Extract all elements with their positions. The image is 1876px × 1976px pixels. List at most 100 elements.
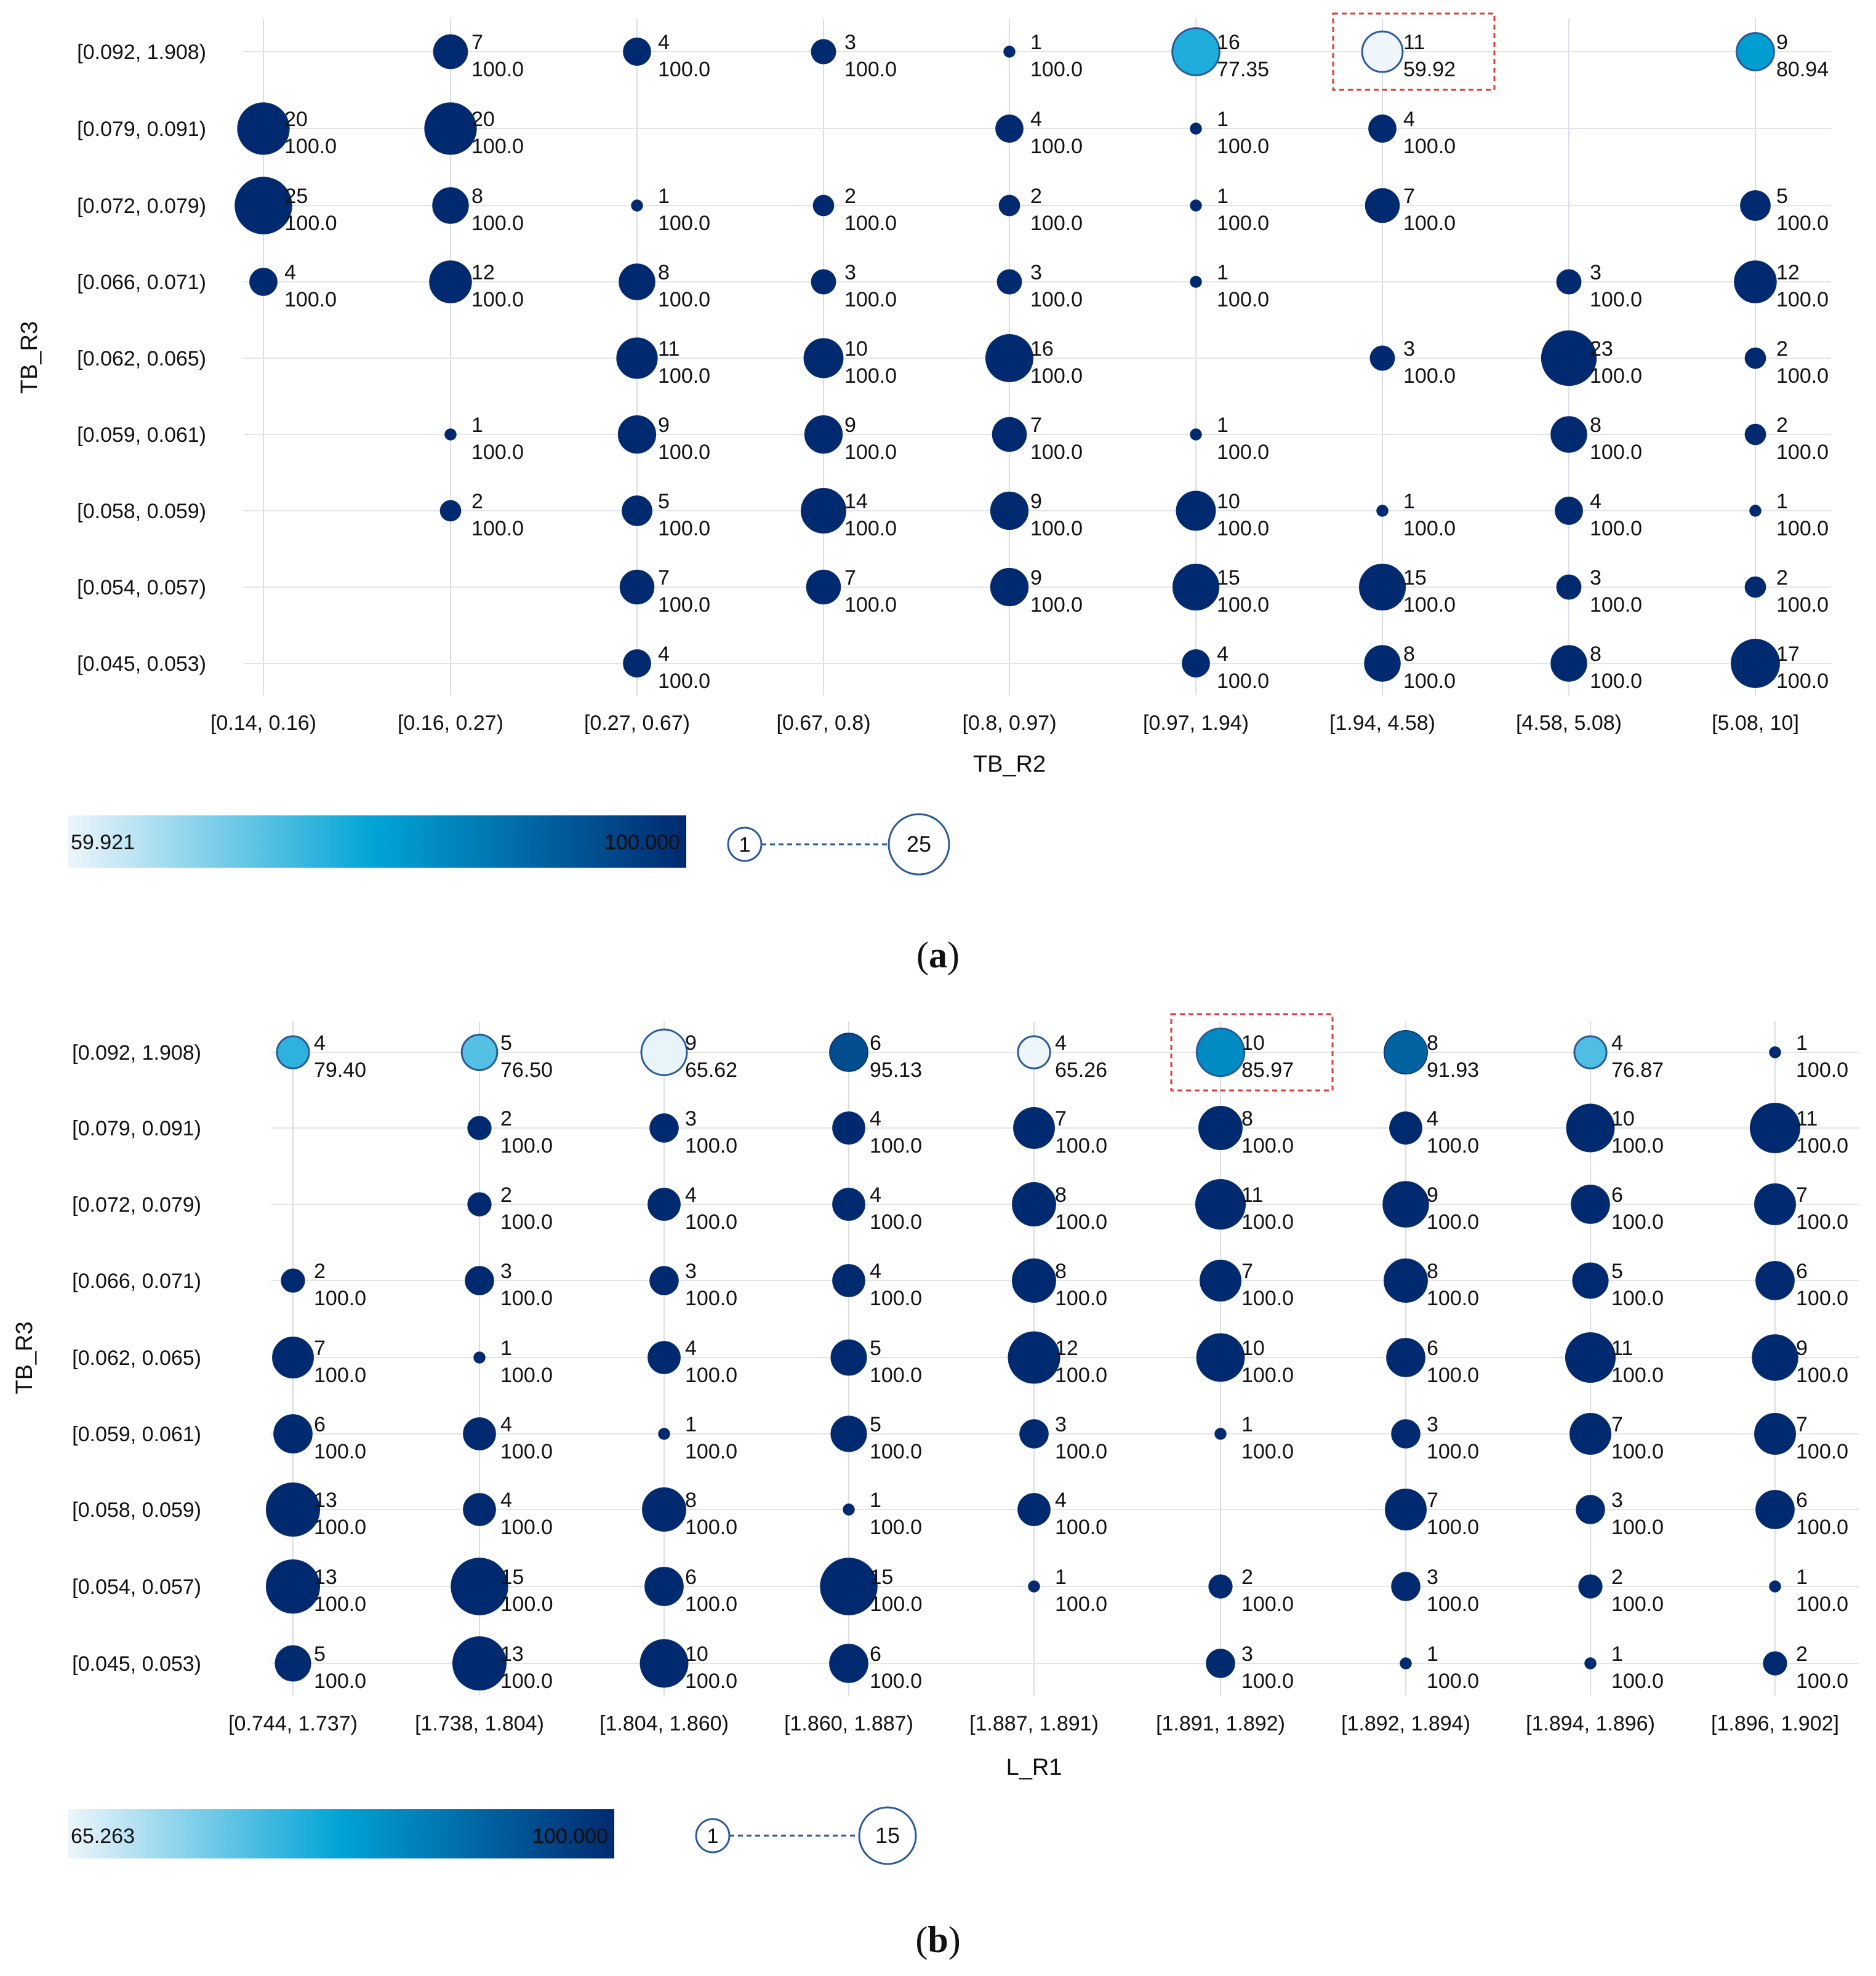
size-legend-max-label: 15 <box>875 1823 900 1848</box>
bubble-count-label: 2 <box>500 1183 512 1207</box>
bubble-value-label: 100.0 <box>1055 1210 1107 1234</box>
bubble-count-label: 1 <box>500 1337 512 1360</box>
bubble-count-label: 3 <box>685 1107 697 1130</box>
bubble-value-label: 100.0 <box>1796 1670 1848 1693</box>
bubble-value-label: 100.0 <box>1403 517 1456 540</box>
bubble-point <box>1190 276 1202 288</box>
bubble-count-label: 15 <box>870 1566 894 1589</box>
y-tick-label: [0.059, 0.061) <box>72 1423 201 1446</box>
bubble-count-label: 1 <box>1403 490 1415 513</box>
bubble-point <box>1008 1331 1060 1384</box>
bubble-point <box>1572 1262 1609 1299</box>
bubble-count-label: 2 <box>1611 1566 1623 1589</box>
bubble-point <box>1769 1046 1781 1058</box>
bubble-value-label: 100.0 <box>870 1593 923 1616</box>
y-tick-label: [0.072, 0.079) <box>72 1193 201 1217</box>
bubble-point <box>830 1339 867 1376</box>
bubble-point <box>647 1188 681 1221</box>
bubble-value-label: 100.0 <box>500 1287 553 1310</box>
size-legend-min-label: 1 <box>707 1825 719 1848</box>
bubble-point <box>992 417 1027 452</box>
bubble-point <box>1754 1183 1796 1225</box>
bubble-count-label: 12 <box>471 261 495 284</box>
bubble-value-label: 76.50 <box>500 1058 553 1082</box>
bubble-count-label: 20 <box>284 108 308 131</box>
bubble-point <box>265 1482 321 1537</box>
size-legend-min-circle <box>695 1818 731 1854</box>
bubble-count-label: 10 <box>844 337 868 361</box>
highlight-box <box>1170 1013 1334 1092</box>
bubble-point <box>1208 1574 1233 1599</box>
bubble-point <box>1576 1495 1605 1524</box>
bubble-value-label: 59.92 <box>1403 58 1456 81</box>
bubble-value-label: 100.0 <box>1241 1670 1294 1693</box>
bubble-count-label: 9 <box>1796 1337 1808 1360</box>
bubble-count-label: 3 <box>1427 1566 1438 1589</box>
bubble-count-label: 6 <box>1796 1489 1808 1512</box>
bubble-value-label: 100.0 <box>870 1287 922 1310</box>
bubble-count-label: 3 <box>1590 566 1601 590</box>
bubble-value-label: 100.0 <box>658 288 710 311</box>
bubble-point <box>463 1493 496 1526</box>
bubble-count-label: 23 <box>1590 337 1613 361</box>
bubble-count-label: 2 <box>500 1107 512 1130</box>
bubble-value-label: 100.0 <box>685 1210 737 1234</box>
bubble-count-label: 1 <box>1055 1566 1067 1589</box>
bubble-count-label: 6 <box>685 1566 697 1589</box>
bubble-value-label: 100.0 <box>500 1516 553 1539</box>
bubble-value-label: 77.35 <box>1217 58 1269 81</box>
bubble-count-label: 20 <box>471 108 495 131</box>
bubble-count-label: 3 <box>1403 337 1415 361</box>
bubble-value-label: 100.0 <box>1217 593 1269 617</box>
bubble-point <box>1749 505 1762 517</box>
x-tick-label: [1.891, 1.892) <box>1156 1712 1285 1735</box>
x-tick-label: [1.887, 1.891) <box>969 1712 1099 1735</box>
bubble-point <box>1734 260 1777 303</box>
bubble-point <box>1386 1338 1425 1377</box>
bubble-value-label: 100.0 <box>1403 364 1456 388</box>
bubble-count-label: 15 <box>501 1566 524 1589</box>
bubble-point <box>644 1567 684 1606</box>
bubble-value-label: 100.0 <box>870 1210 922 1234</box>
bubble-value-label: 100.0 <box>1611 1670 1664 1693</box>
bubble-point <box>1376 505 1389 517</box>
bubble-point <box>463 1417 496 1450</box>
bubble-point <box>1171 27 1221 76</box>
bubble-value-label: 100.0 <box>1427 1364 1479 1387</box>
bubble-value-label: 100.0 <box>1055 1516 1107 1539</box>
bubble-count-label: 1 <box>1217 261 1229 284</box>
bubble-count-label: 3 <box>685 1260 697 1283</box>
bubble-value-label: 100.0 <box>1241 1210 1294 1234</box>
bubble-point <box>1195 1027 1246 1078</box>
bubble-point <box>237 102 290 155</box>
y-tick-label: [0.092, 1.908) <box>77 41 206 64</box>
bubble-point <box>235 177 292 234</box>
bubble-value-label: 100.0 <box>1241 1440 1294 1463</box>
panel-caption: (a) <box>916 935 960 975</box>
y-tick-label: [0.058, 0.059) <box>72 1498 201 1522</box>
bubble-count-label: 4 <box>1217 642 1229 666</box>
bubble-point <box>640 1028 688 1076</box>
x-axis-title: L_R1 <box>1006 1754 1062 1780</box>
bubble-point <box>1172 563 1220 611</box>
bubble-count-label: 8 <box>1403 642 1415 666</box>
bubble-value-label: 100.0 <box>314 1593 366 1616</box>
bubble-count-label: 4 <box>500 1413 512 1436</box>
bubble-count-label: 3 <box>1241 1642 1253 1666</box>
bubble-point <box>829 1644 868 1683</box>
bubble-point <box>1400 1657 1412 1670</box>
size-legend-min-label: 1 <box>739 833 751 857</box>
bubble-point <box>1763 1651 1787 1676</box>
bubble-value-label: 100.0 <box>685 1670 737 1693</box>
bubble-value-label: 100.0 <box>1590 288 1642 311</box>
bubble-value-label: 100.0 <box>471 517 524 540</box>
bubble-count-label: 9 <box>1030 566 1042 590</box>
bubble-point <box>1754 1413 1796 1455</box>
bubble-count-label: 6 <box>1427 1337 1438 1360</box>
bubble-count-label: 4 <box>314 1031 326 1055</box>
bubble-count-label: 3 <box>1055 1413 1067 1436</box>
bubble-value-label: 100.0 <box>685 1516 737 1539</box>
bubble-point <box>811 269 836 295</box>
x-tick-label: [0.97, 1.94) <box>1143 711 1249 735</box>
bubble-point <box>832 1188 865 1221</box>
